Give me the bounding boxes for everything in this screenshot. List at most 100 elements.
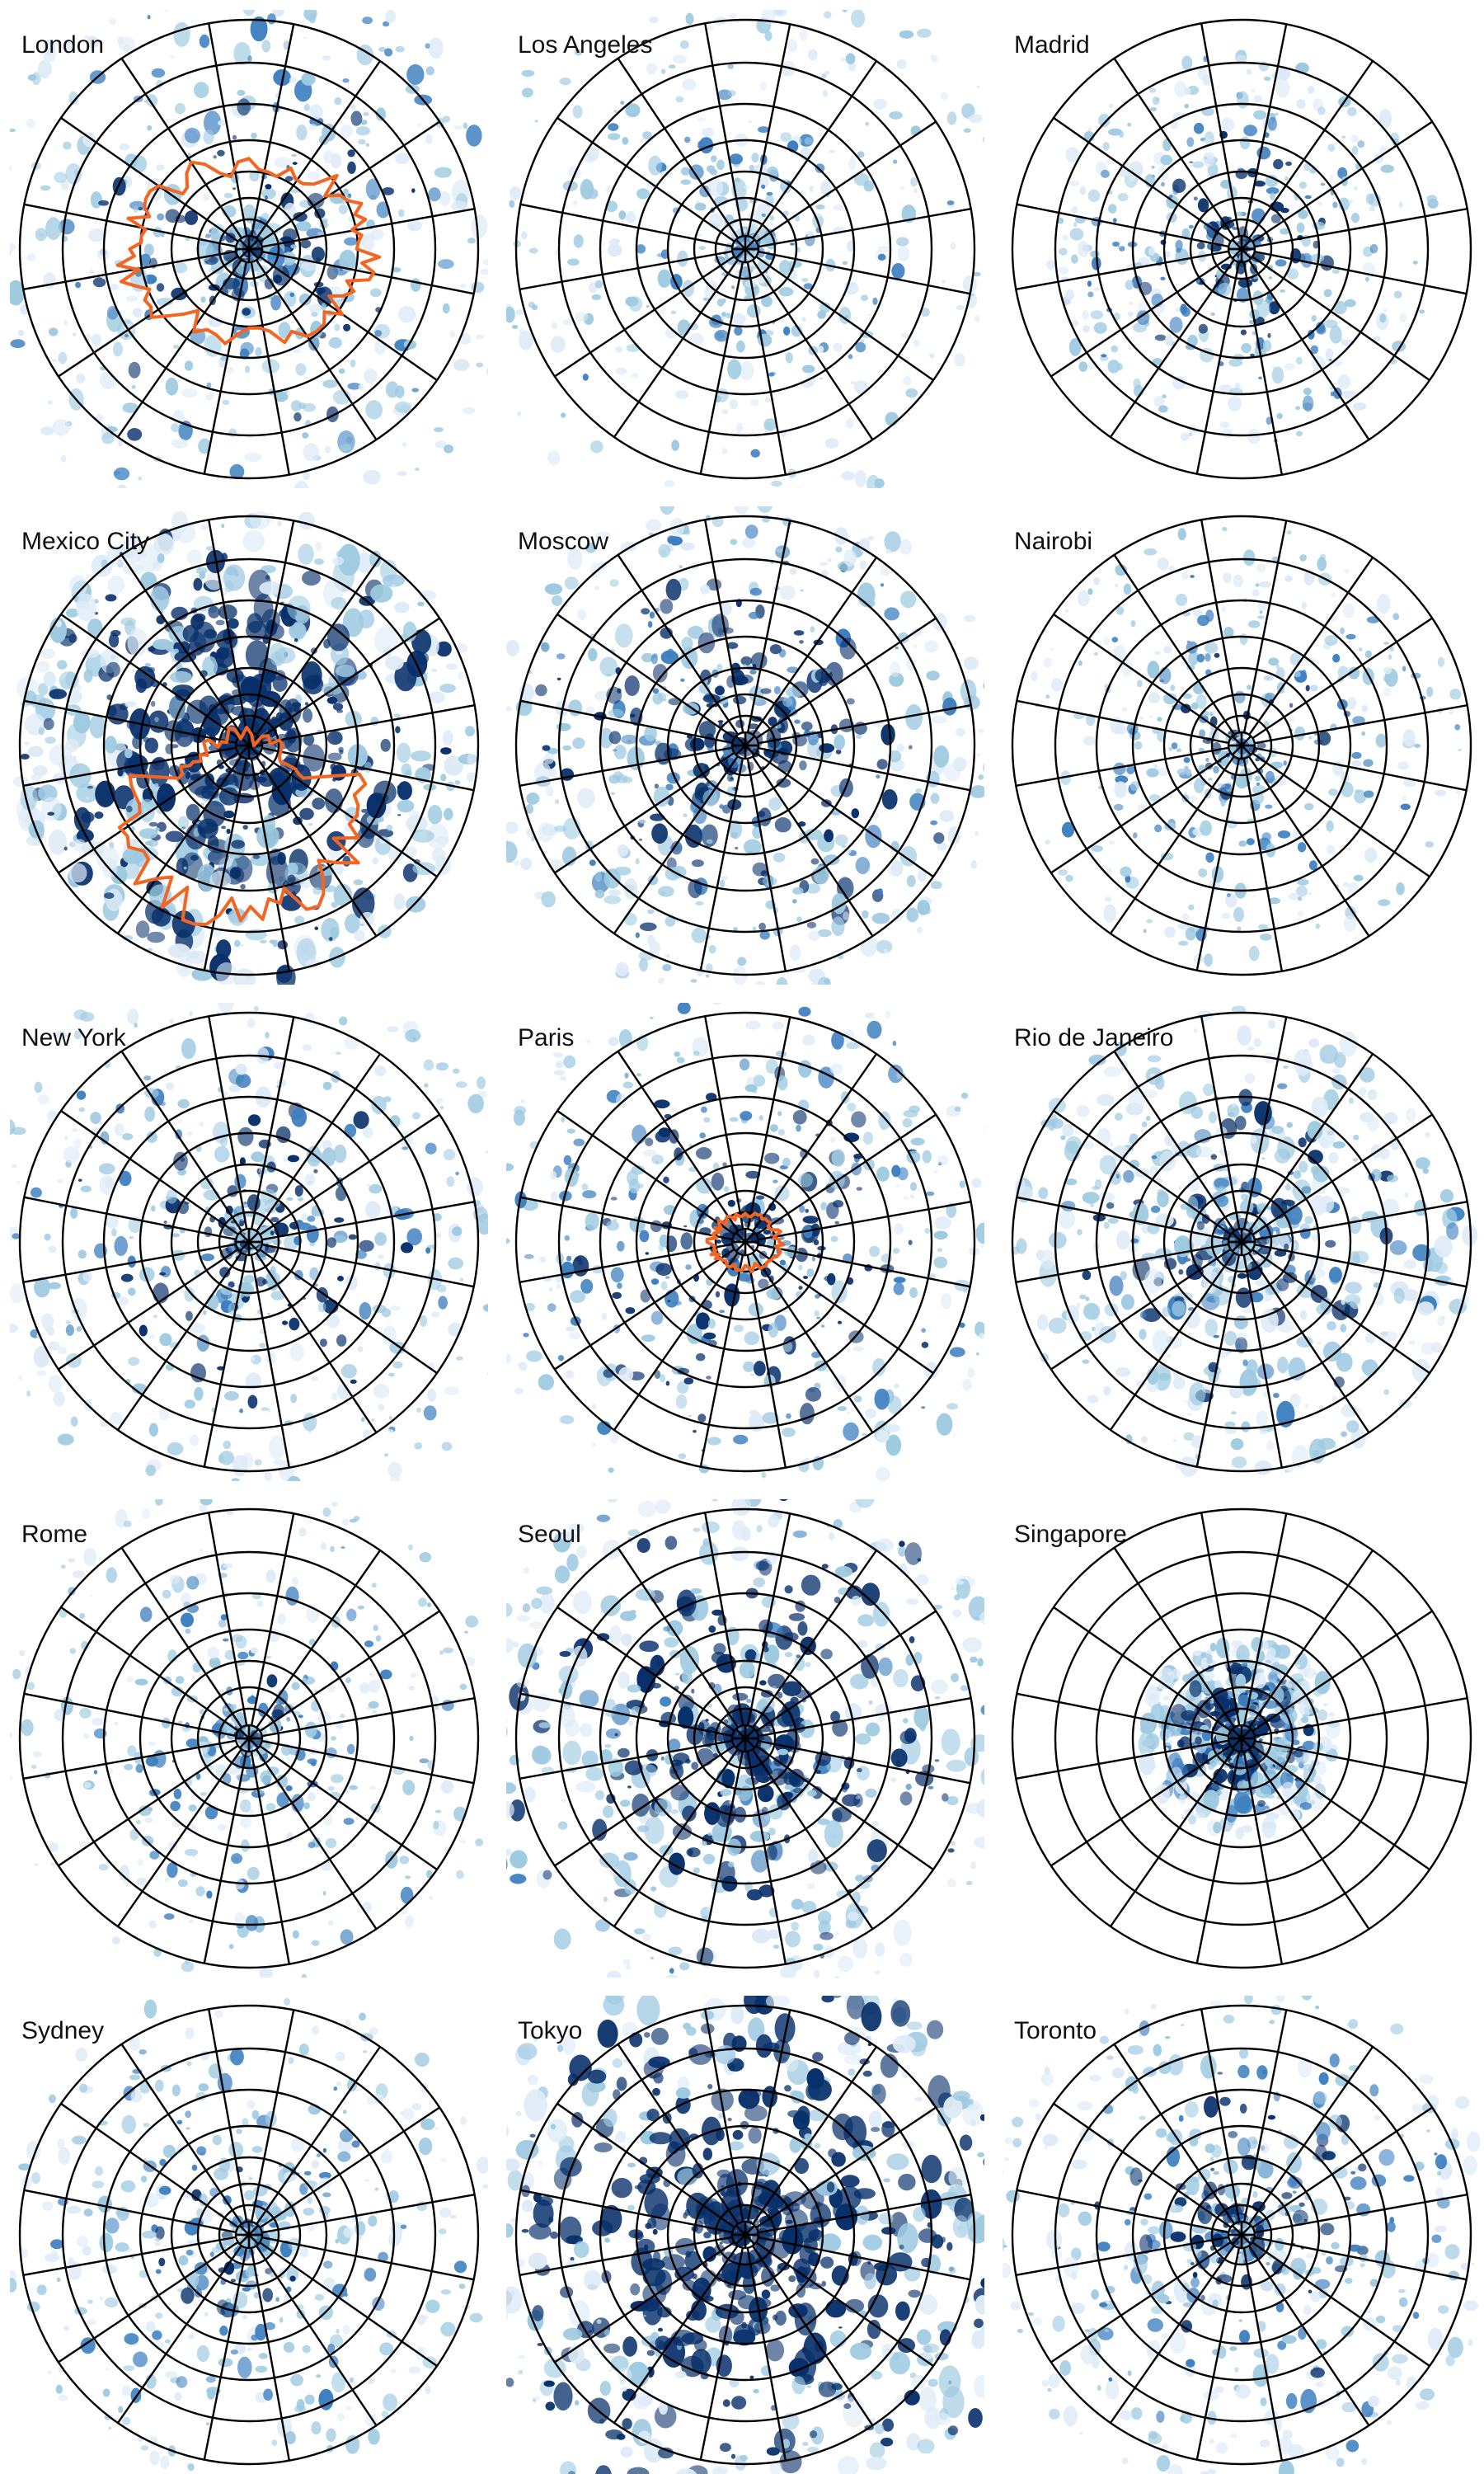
grid-ring	[666, 170, 824, 328]
grid-spoke	[1254, 1201, 1468, 1241]
grid-spoke	[256, 1053, 381, 1232]
grid-spoke	[24, 1692, 237, 1738]
grid-spoke	[1242, 1513, 1288, 1726]
grid-spoke	[24, 1196, 237, 1241]
grid-spoke	[704, 520, 744, 733]
grid-spoke	[554, 751, 735, 874]
grid-spoke	[1195, 1751, 1241, 1964]
grid-spoke	[208, 520, 248, 733]
grid-spoke	[1195, 2247, 1241, 2460]
grid-ring	[61, 1054, 437, 1430]
grid-spoke	[1231, 2224, 1252, 2246]
grid-spoke	[259, 256, 438, 381]
grid-ring	[1210, 2204, 1273, 2266]
grid-ring	[61, 61, 437, 437]
grid-ring	[599, 2088, 892, 2382]
grid-ring	[1162, 1659, 1321, 1818]
city-map	[1011, 515, 1472, 976]
grid-spoke	[758, 704, 971, 745]
grid-spoke	[751, 1252, 874, 1433]
grid-spoke	[1017, 203, 1229, 248]
grid-ring	[218, 1707, 280, 1770]
grid-spoke	[117, 1748, 242, 1927]
grid-spoke	[519, 1243, 733, 1283]
grid-ring	[599, 1095, 892, 1389]
grid-ring	[1210, 714, 1273, 777]
grid-spoke	[1242, 1254, 1283, 1468]
grid-spoke	[613, 259, 739, 438]
grid-spoke	[1200, 2009, 1241, 2222]
grid-spoke	[255, 755, 378, 937]
grid-ring	[1131, 1628, 1352, 1849]
grid-spoke	[1247, 1252, 1370, 1433]
grid-ring	[1011, 1507, 1472, 1969]
grid-ring	[61, 1550, 437, 1926]
city-panel: Moscow	[506, 506, 984, 985]
grid-spoke	[60, 1110, 239, 1235]
grid-spoke	[554, 2241, 735, 2363]
grid-spoke	[1247, 755, 1370, 937]
grid-ring	[1189, 1686, 1294, 1791]
grid-ring	[666, 666, 824, 825]
grid-spoke	[24, 699, 237, 745]
grid-spoke	[261, 208, 475, 248]
grid-spoke	[1254, 746, 1467, 792]
grid-spoke	[758, 1243, 970, 1288]
grid-ring	[170, 1659, 328, 1818]
grid-spoke	[699, 758, 744, 971]
grid-spoke	[746, 24, 791, 237]
grid-spoke	[255, 2245, 378, 2426]
grid-spoke	[1113, 2044, 1236, 2225]
grid-ring	[196, 693, 302, 798]
city-panel: Madrid	[1003, 10, 1481, 488]
polar-grid	[18, 18, 480, 480]
grid-ring	[218, 2204, 280, 2266]
city-name: Los Angeles	[518, 31, 653, 59]
grid-ring	[1011, 2004, 1472, 2466]
grid-spoke	[1254, 2236, 1467, 2281]
grid-spoke	[250, 24, 295, 237]
grid-spoke	[755, 1113, 937, 1236]
grid-spoke	[1242, 2247, 1283, 2461]
grid-ring	[18, 2004, 480, 2466]
grid-spoke	[735, 1728, 756, 1749]
grid-spoke	[554, 1744, 735, 1867]
grid-ring	[1131, 2124, 1352, 2345]
polar-grid	[1011, 515, 1472, 976]
polar-grid	[514, 1507, 976, 1969]
city-name: Tokyo	[518, 2017, 583, 2044]
grid-spoke	[1195, 758, 1241, 971]
grid-spoke	[1231, 238, 1252, 260]
grid-ring	[666, 2156, 824, 2314]
grid-spoke	[1200, 23, 1241, 237]
grid-spoke	[1252, 1113, 1433, 1236]
grid-ring	[635, 139, 856, 360]
grid-ring	[599, 1592, 892, 1885]
grid-spoke	[751, 2245, 874, 2426]
city-boundary	[705, 1211, 786, 1274]
grid-spoke	[259, 1745, 438, 1870]
grid-ring	[514, 2004, 976, 2466]
city-map	[506, 1003, 984, 1481]
grid-ring	[514, 515, 976, 976]
grid-ring	[1131, 635, 1352, 856]
grid-spoke	[1017, 2189, 1229, 2234]
grid-spoke	[250, 261, 290, 475]
grid-spoke	[1248, 1053, 1374, 1232]
grid-spoke	[746, 1751, 787, 1964]
grid-spoke	[519, 746, 733, 787]
grid-spoke	[752, 60, 877, 239]
grid-spoke	[1050, 255, 1232, 378]
grid-spoke	[613, 2245, 739, 2424]
grid-spoke	[1248, 2046, 1374, 2225]
grid-spoke	[1050, 1744, 1232, 1867]
grid-spoke	[699, 1751, 744, 1964]
grid-spoke	[203, 1751, 248, 1964]
grid-spoke	[120, 1547, 243, 1729]
grid-spoke	[1050, 751, 1232, 874]
polar-grid	[1011, 2004, 1472, 2466]
grid-spoke	[1252, 120, 1433, 243]
grid-spoke	[752, 1053, 877, 1232]
grid-spoke	[23, 250, 237, 290]
grid-spoke	[519, 1739, 733, 1780]
